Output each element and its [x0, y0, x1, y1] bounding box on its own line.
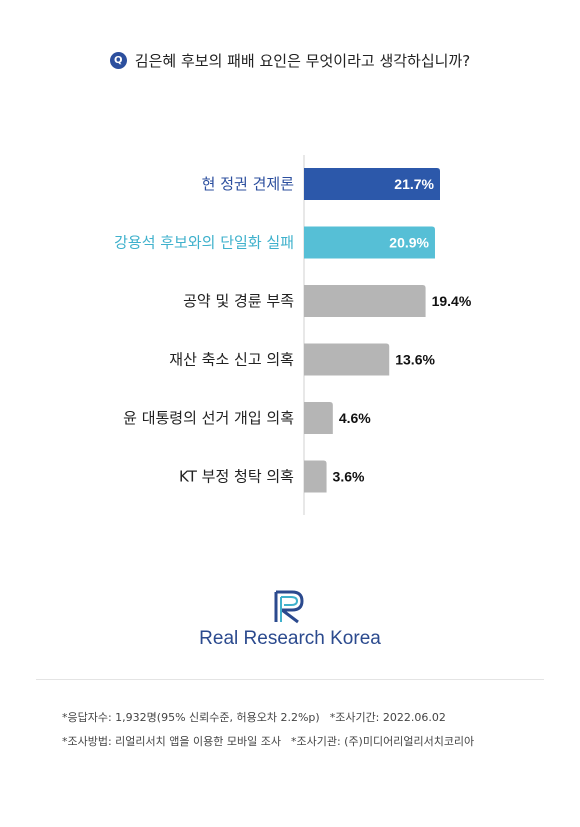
value-label: 19.4%	[432, 293, 472, 309]
question-header: Q 김은혜 후보의 패배 요인은 무엇이라고 생각하십니까?	[0, 50, 580, 71]
category-label: 현 정권 견제론	[202, 175, 295, 193]
footnote-line-2: *조사방법: 리얼리서치 앱을 이용한 모바일 조사 *조사기관: (주)미디어리…	[62, 730, 484, 754]
footnotes: *응답자수: 1,932명(95% 신뢰수준, 허용오차 2.2%p) *조사기간…	[62, 706, 484, 754]
footnote-respondents: *응답자수: 1,932명(95% 신뢰수준, 허용오차 2.2%p)	[62, 711, 320, 724]
category-label: KT 부정 청탁 의혹	[179, 468, 294, 486]
rr-logo-icon	[0, 588, 580, 630]
bar	[304, 226, 435, 259]
brand-name: Real Research Korea	[199, 628, 381, 649]
bar-chart: 현 정권 견제론 21.7% 강용석 후보와의 단일화 실패 20.9% 공약 및 경륜…	[114, 155, 472, 515]
value-label: 3.6%	[333, 469, 365, 485]
category-label: 공약 및 경륜 부족	[183, 292, 294, 310]
question-text: 김은혜 후보의 패배 요인은 무엇이라고 생각하십니까?	[134, 52, 471, 70]
category-label: 재산 축소 신고 의혹	[169, 351, 294, 369]
bar	[304, 168, 440, 200]
footnote-line-1: *응답자수: 1,932명(95% 신뢰수준, 허용오차 2.2%p) *조사기간…	[62, 706, 484, 730]
footnote-agency: *조사기관: (주)미디어리얼리서치코리아	[290, 735, 475, 748]
category-label: 강용석 후보와의 단일화 실패	[114, 234, 294, 252]
bar	[304, 402, 333, 434]
value-label: 20.9%	[389, 235, 429, 251]
bar	[304, 460, 327, 493]
footnote-period: *조사기간: 2022.06.02	[329, 711, 446, 724]
question-badge: Q	[109, 52, 127, 69]
category-label: 윤 대통령의 선거 개입 의혹	[123, 409, 294, 427]
divider	[36, 679, 544, 680]
value-label: 13.6%	[395, 352, 435, 368]
value-label: 21.7%	[394, 176, 434, 192]
value-label: 4.6%	[339, 410, 371, 426]
bar	[304, 343, 390, 376]
bar	[304, 285, 426, 317]
footnote-method: *조사방법: 리얼리서치 앱을 이용한 모바일 조사	[62, 735, 281, 748]
